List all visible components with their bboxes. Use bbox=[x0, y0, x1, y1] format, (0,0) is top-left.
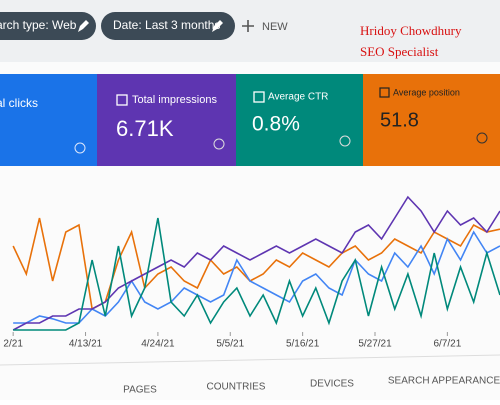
x-tick-label: 6/7/21 bbox=[433, 339, 461, 350]
metric-value: 6.71K bbox=[116, 116, 174, 141]
metric-label: Average position bbox=[393, 87, 460, 97]
metric-value: 51.8 bbox=[380, 109, 419, 131]
metric-card[interactable] bbox=[97, 74, 236, 166]
x-tick-label: 2/21 bbox=[3, 339, 23, 350]
x-tick-label: 5/5/21 bbox=[216, 339, 244, 350]
filter-chip[interactable] bbox=[101, 12, 235, 40]
edit-icon bbox=[212, 20, 223, 32]
filter-text: Date: Last 3 months bbox=[113, 18, 220, 32]
series-line bbox=[12, 195, 500, 331]
metric-label: Average CTR bbox=[268, 92, 328, 103]
new-text: NEW bbox=[262, 21, 288, 33]
metric-card[interactable] bbox=[236, 74, 363, 166]
series-line bbox=[13, 230, 500, 324]
filter-chip[interactable] bbox=[0, 12, 96, 40]
help-icon[interactable] bbox=[213, 138, 225, 150]
metric-value: 0.8% bbox=[252, 113, 300, 136]
x-tick-label: 5/16/21 bbox=[286, 339, 320, 350]
chart: 2/21 4/13/21 4/24/21 5/5/21 5/16/21 5/27/21 6/… bbox=[3, 195, 500, 350]
tabs: PAGES COUNTRIES DEVICES SEARCH APPEARANCE bbox=[123, 376, 500, 396]
tab[interactable]: DEVICES bbox=[310, 379, 354, 390]
tab[interactable]: PAGES bbox=[123, 385, 157, 396]
edit-icon bbox=[78, 20, 89, 32]
x-tick-label: 4/13/21 bbox=[69, 339, 103, 350]
help-icon[interactable] bbox=[339, 135, 351, 147]
checkbox bbox=[253, 91, 265, 103]
tab[interactable]: SEARCH APPEARANCE bbox=[388, 376, 500, 387]
metric-label: al clicks bbox=[0, 96, 38, 110]
metric-card[interactable] bbox=[363, 74, 500, 166]
metric-label: Total impressions bbox=[132, 94, 217, 106]
checkbox bbox=[116, 94, 128, 106]
watermark-role: SEO Specialist bbox=[360, 44, 439, 59]
watermark-name: Hridoy Chowdhury bbox=[360, 23, 462, 38]
x-tick-label: 4/24/21 bbox=[141, 339, 175, 350]
metric-card[interactable] bbox=[0, 74, 97, 166]
plus-icon bbox=[242, 20, 254, 32]
x-tick-label: 5/27/21 bbox=[358, 339, 392, 350]
divider bbox=[0, 354, 500, 366]
filter-text: arch type: Web bbox=[0, 18, 77, 32]
help-icon[interactable] bbox=[74, 142, 86, 154]
series-line bbox=[13, 217, 500, 331]
help-icon[interactable] bbox=[476, 132, 488, 144]
new-button[interactable]: NEW bbox=[242, 20, 288, 33]
checkbox bbox=[379, 87, 390, 98]
tab[interactable]: COUNTRIES bbox=[207, 382, 266, 393]
